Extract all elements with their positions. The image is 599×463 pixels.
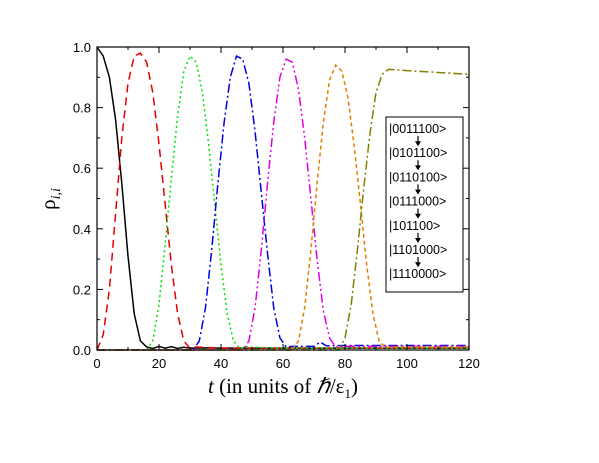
- y-tick-label: 0.0: [73, 343, 91, 358]
- series-line-6: [97, 63, 469, 351]
- legend-state-label: |1101000>: [389, 243, 447, 257]
- legend-state-label: |0101100>: [389, 146, 447, 160]
- x-axis-title-slash: /ε: [330, 374, 345, 398]
- x-axis-title: t (in units of ℏ/ε1): [208, 374, 358, 401]
- legend-arrow-down-icon: [415, 238, 421, 243]
- legend-entries: |0011100> |0101100> |0110100> |0111000> |101…: [389, 122, 447, 281]
- series-line-4: [97, 55, 469, 351]
- legend-frame: [385, 116, 464, 293]
- y-axis-title: ρi,i: [36, 188, 64, 210]
- x-tick-label: 20: [152, 356, 166, 371]
- x-axis-title-variable: t: [208, 374, 215, 398]
- x-axis-title-text: (in units of: [214, 374, 317, 398]
- x-axis-title-sub: 1: [344, 386, 351, 401]
- x-tick-label: 80: [338, 356, 352, 371]
- legend-arrow-down-icon: [415, 165, 421, 171]
- legend-box: |0011100> |0101100> |0110100> |0111000> |101…: [385, 116, 464, 293]
- y-tick-label: 1.0: [73, 40, 91, 55]
- y-tick-label: 0.2: [73, 282, 91, 297]
- y-tick-label: 0.4: [73, 222, 91, 237]
- x-tick-label: 100: [396, 356, 418, 371]
- x-tick-label: 40: [214, 356, 228, 371]
- legend-state-label: |101100>: [389, 219, 440, 233]
- legend-state-label: |0111000>: [389, 195, 446, 209]
- legend-state-label: |1110000>: [389, 267, 446, 281]
- x-tick-label: 60: [276, 356, 290, 371]
- legend-arrow-down-icon: [415, 262, 421, 268]
- x-tick-label: 0: [93, 356, 100, 371]
- y-tick-label: 0.8: [73, 101, 91, 116]
- legend-state-label: |0110100>: [389, 170, 447, 184]
- x-tick-label: 120: [458, 356, 480, 371]
- legend-arrow-down-icon: [415, 189, 421, 195]
- x-axis-title-close: ): [351, 374, 358, 398]
- y-axis-title-main: ρ: [36, 199, 60, 209]
- legend-state-label: |0011100>: [389, 122, 446, 136]
- ticks-layer: 0 20 40 60 80 100 120 0.0 0.2 0.4 0.6 0.8 1.0: [73, 40, 480, 371]
- x-axis-title-hbar: ℏ: [317, 374, 332, 398]
- y-axis-title-sub: i,i: [49, 188, 64, 199]
- series-line-7: [97, 68, 470, 351]
- y-tick-label: 0.6: [73, 161, 91, 176]
- legend-arrow-down-icon: [415, 141, 421, 147]
- series-line-5: [97, 58, 469, 351]
- legend-arrow-down-icon: [415, 213, 421, 219]
